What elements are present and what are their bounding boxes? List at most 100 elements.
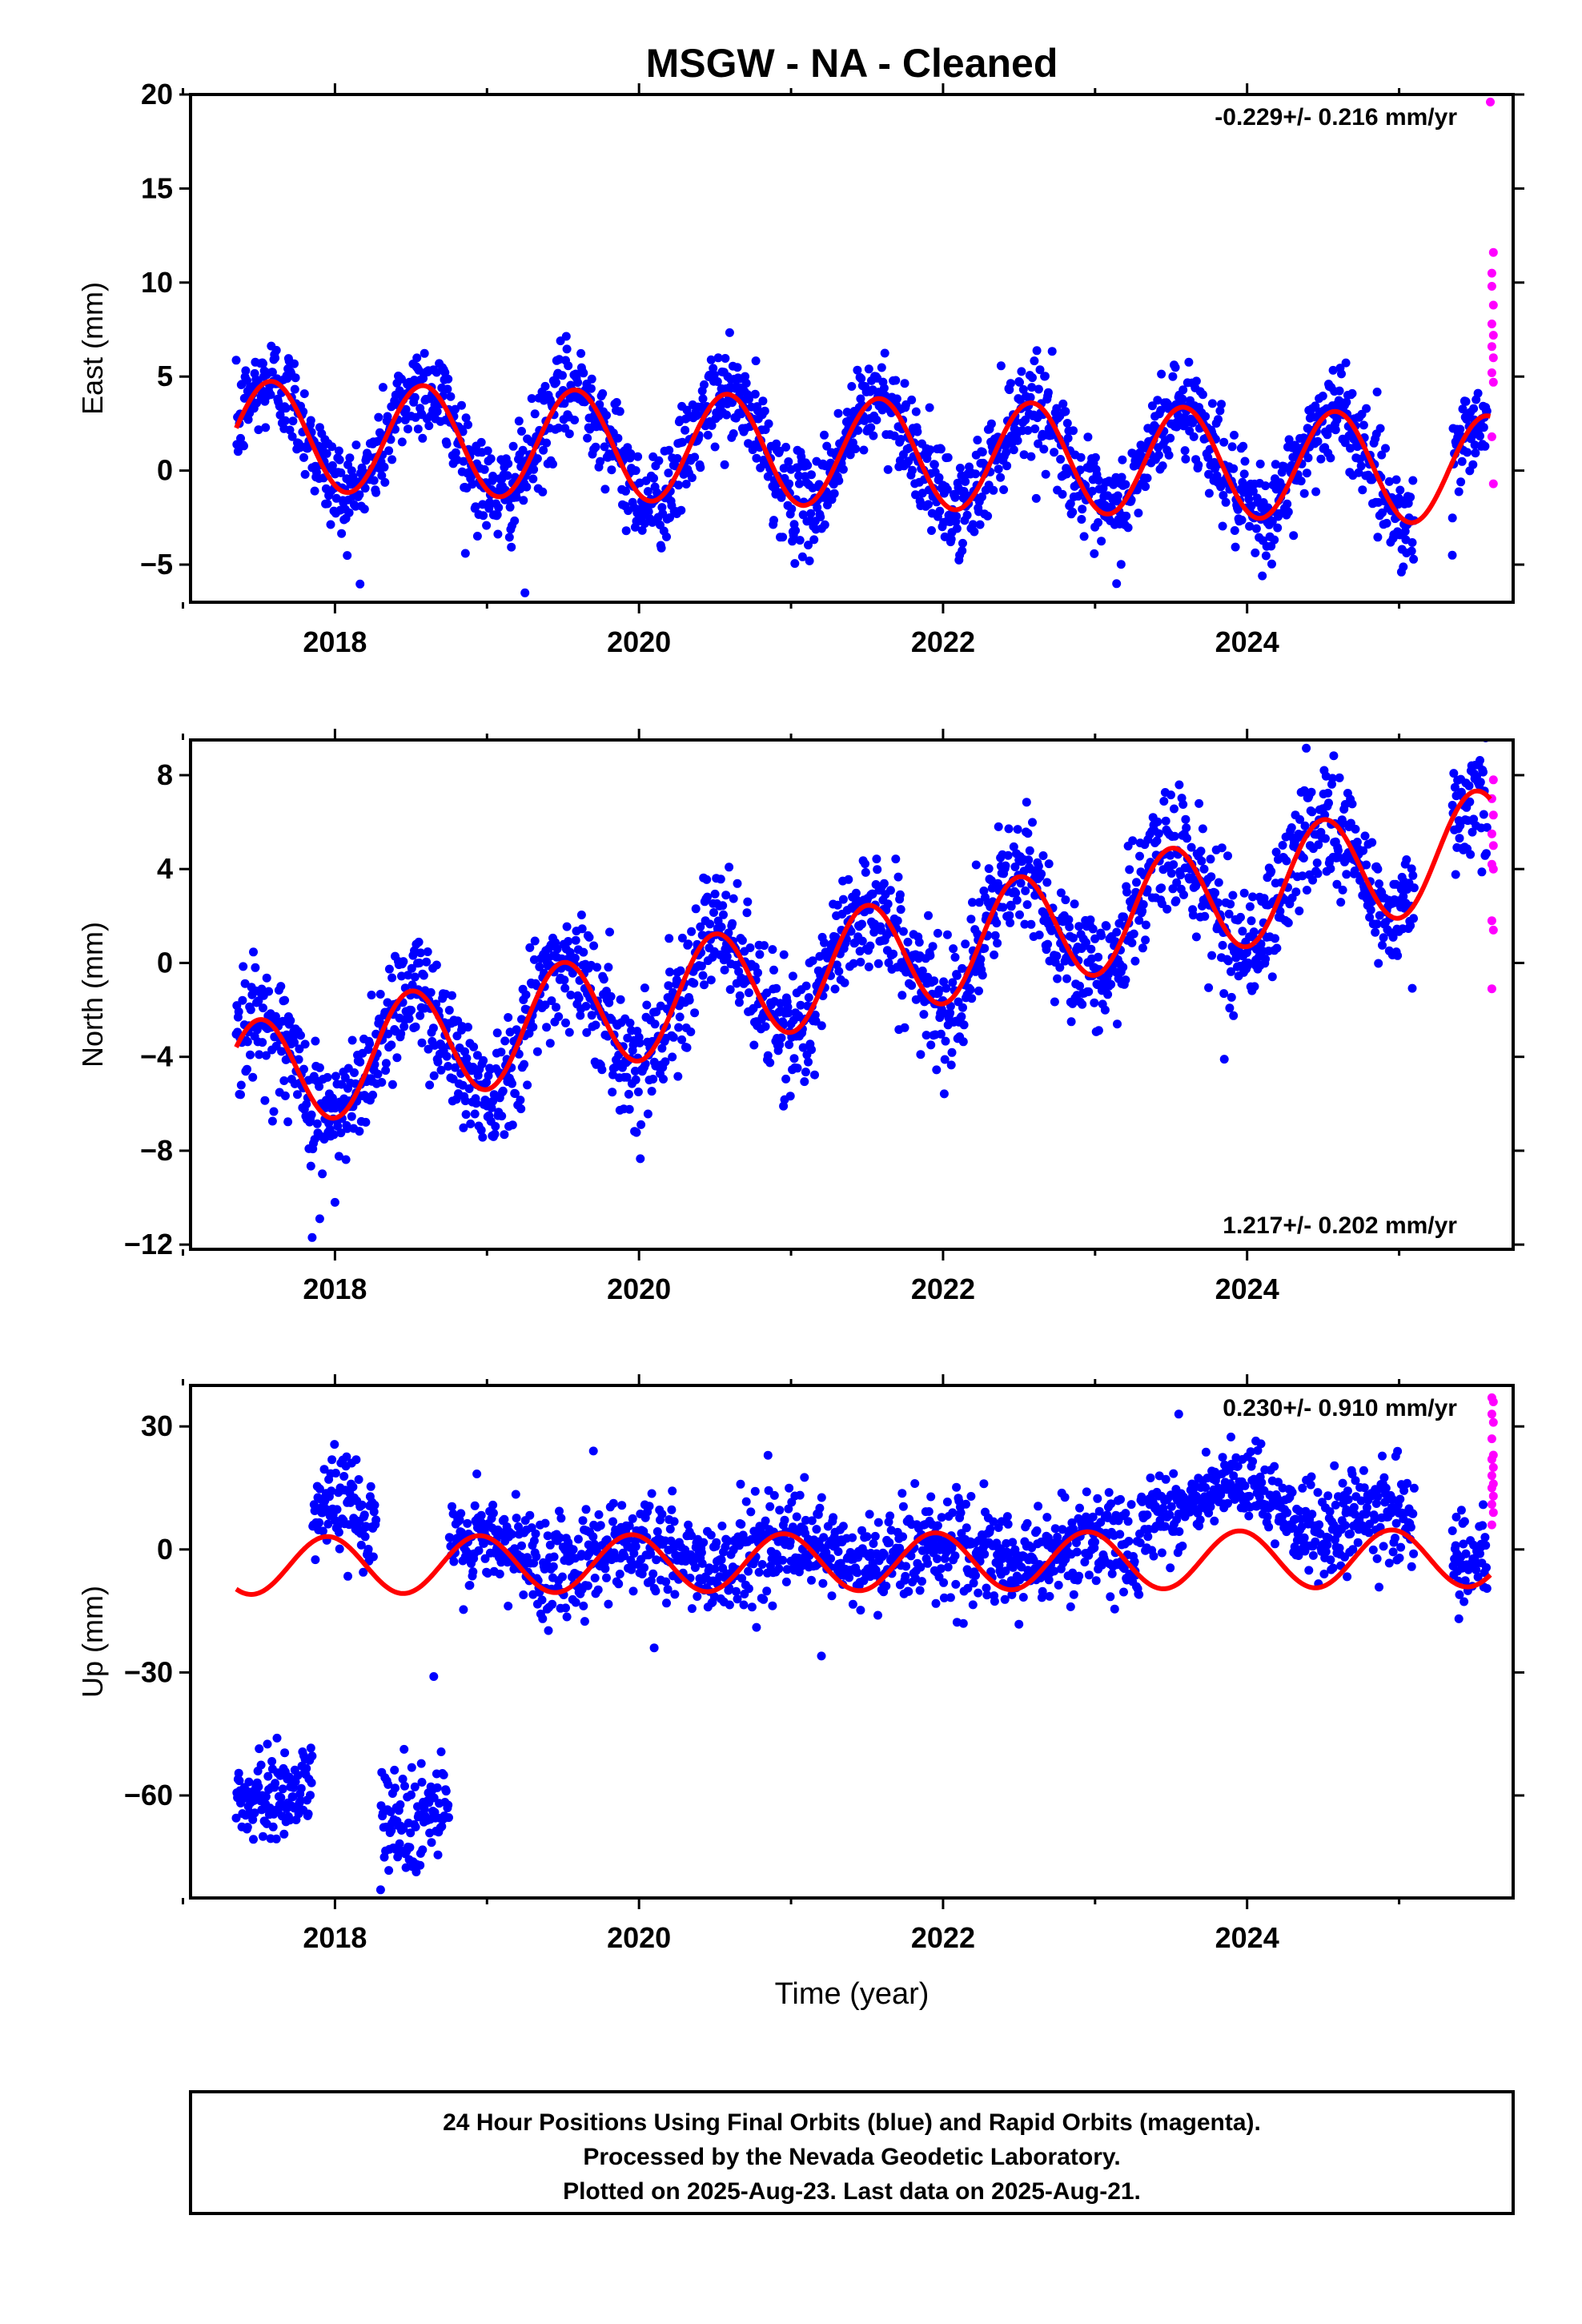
data-point	[1158, 461, 1167, 471]
data-point	[424, 421, 434, 431]
data-point	[267, 1757, 277, 1766]
data-point	[848, 1533, 857, 1542]
data-point	[520, 588, 530, 597]
data-point	[885, 886, 895, 895]
data-point	[380, 477, 390, 487]
data-point	[387, 455, 397, 464]
data-point	[287, 432, 297, 441]
data-point	[424, 1044, 433, 1054]
data-point	[974, 986, 983, 995]
data-point	[1320, 810, 1330, 819]
data-point	[861, 859, 869, 869]
data-point	[1097, 537, 1106, 546]
data-point	[280, 1091, 290, 1100]
data-point	[805, 556, 814, 565]
data-point	[840, 978, 849, 987]
data-point	[1186, 842, 1196, 852]
data-point	[808, 956, 817, 966]
data-point	[637, 525, 647, 535]
data-point	[1278, 841, 1287, 850]
data-point	[449, 1557, 459, 1566]
data-point	[725, 1600, 734, 1610]
y-tick-label: 10	[141, 266, 173, 299]
data-point	[721, 891, 731, 900]
data-point	[390, 1765, 400, 1775]
data-point	[1359, 420, 1368, 430]
data-point	[259, 359, 267, 368]
data-point	[1218, 940, 1227, 950]
data-point	[656, 543, 666, 553]
data-point	[233, 447, 243, 456]
data-point	[812, 1525, 821, 1534]
data-point	[1100, 1005, 1110, 1015]
data-point	[271, 353, 280, 363]
data-point	[784, 1504, 793, 1514]
data-point	[885, 1511, 895, 1521]
data-point	[665, 934, 674, 943]
data-point	[652, 1527, 662, 1536]
data-point	[1123, 523, 1133, 533]
data-point	[384, 1866, 394, 1876]
data-point	[1017, 367, 1026, 376]
data-point	[1476, 432, 1484, 440]
data-point	[239, 441, 248, 451]
data-point	[399, 957, 408, 967]
data-point	[315, 1082, 324, 1092]
data-point	[684, 1520, 693, 1530]
data-point	[532, 1552, 541, 1562]
data-point	[657, 1510, 667, 1519]
data-point	[1381, 444, 1390, 453]
data-point	[587, 1011, 596, 1020]
data-point	[936, 444, 946, 454]
data-point	[599, 975, 608, 984]
data-point	[1118, 455, 1127, 464]
data-point	[606, 991, 616, 1001]
data-point	[697, 1548, 706, 1558]
data-point	[793, 1063, 802, 1073]
data-point	[554, 1012, 564, 1021]
data-point	[236, 1090, 245, 1100]
data-point	[1052, 404, 1062, 413]
data-point	[934, 472, 944, 482]
data-point	[624, 1104, 634, 1114]
data-point	[538, 1614, 548, 1623]
data-point	[915, 1586, 925, 1595]
data-point	[487, 1103, 496, 1112]
data-point	[1018, 384, 1028, 394]
data-point	[528, 1022, 538, 1031]
data-point	[792, 1512, 801, 1522]
data-point	[739, 1600, 749, 1610]
data-point	[868, 889, 877, 899]
data-point	[532, 454, 542, 464]
data-point	[482, 521, 492, 530]
data-point	[1471, 448, 1480, 458]
data-point	[758, 396, 768, 406]
data-point	[570, 416, 580, 424]
data-point	[801, 1515, 810, 1525]
data-point	[647, 1489, 656, 1498]
data-point	[649, 473, 658, 483]
data-point	[318, 1169, 327, 1179]
data-point	[296, 1783, 306, 1793]
data-point	[795, 1490, 805, 1500]
data-point	[1002, 448, 1011, 457]
data-point	[413, 424, 423, 434]
data-point	[1166, 850, 1175, 860]
north-model-curve	[234, 788, 1492, 1121]
data-point	[1025, 846, 1034, 855]
data-point	[1402, 855, 1411, 864]
data-point	[451, 1063, 460, 1072]
data-point	[1094, 952, 1103, 962]
data-point	[1215, 406, 1225, 416]
data-point	[404, 971, 412, 980]
data-point	[375, 990, 385, 999]
data-point	[788, 971, 797, 981]
data-point	[333, 1121, 343, 1131]
data-point	[689, 979, 699, 988]
data-point	[806, 509, 816, 518]
data-point	[813, 503, 822, 513]
data-point	[986, 419, 996, 428]
data-point	[361, 1117, 371, 1127]
data-point	[1084, 987, 1094, 996]
